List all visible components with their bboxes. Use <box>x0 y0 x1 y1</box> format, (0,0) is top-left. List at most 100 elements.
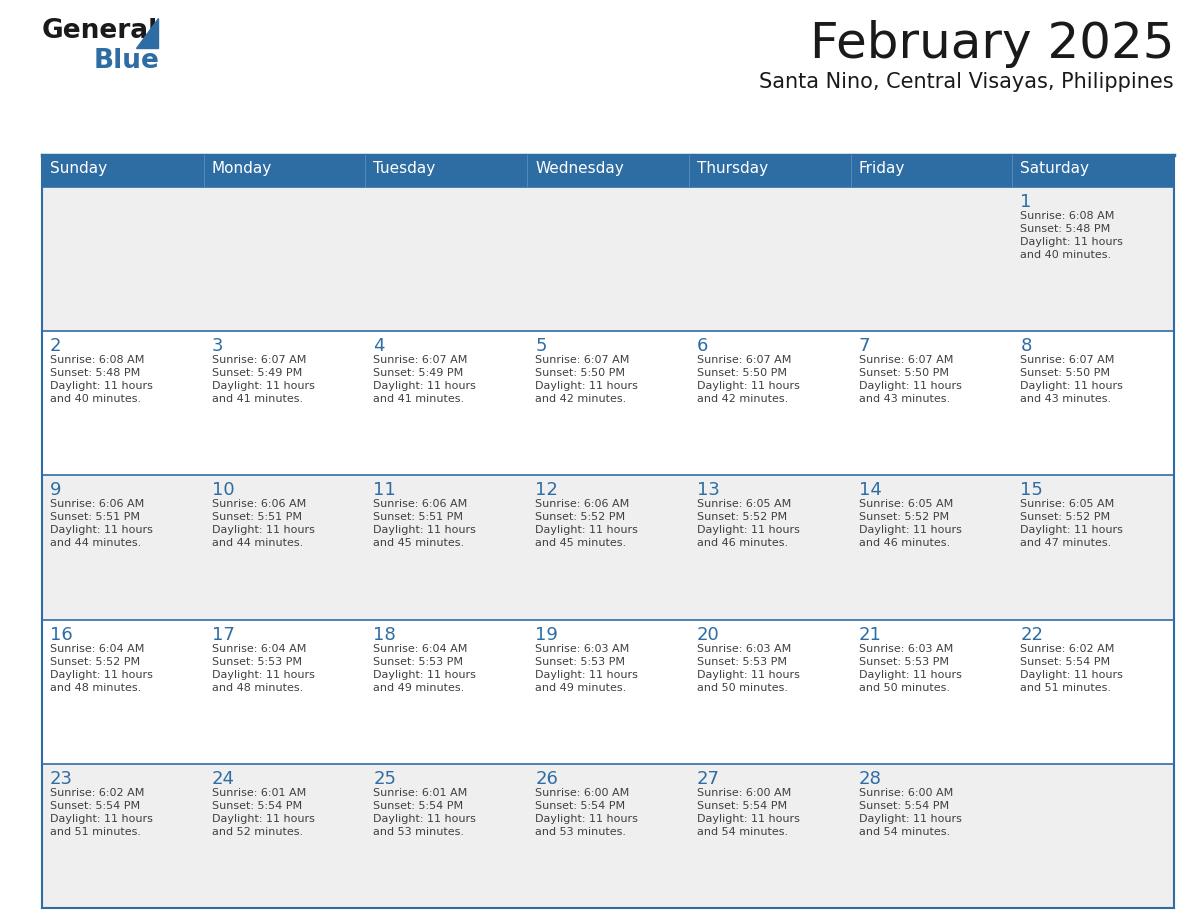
Text: 7: 7 <box>859 337 870 355</box>
Text: Daylight: 11 hours: Daylight: 11 hours <box>1020 237 1123 247</box>
Text: Daylight: 11 hours: Daylight: 11 hours <box>859 813 961 823</box>
Text: Friday: Friday <box>859 161 905 176</box>
Text: Sunset: 5:50 PM: Sunset: 5:50 PM <box>697 368 786 378</box>
Text: Sunrise: 6:06 AM: Sunrise: 6:06 AM <box>211 499 307 509</box>
Text: Daylight: 11 hours: Daylight: 11 hours <box>50 381 153 391</box>
Text: 28: 28 <box>859 770 881 788</box>
Bar <box>42 764 1174 908</box>
Text: Daylight: 11 hours: Daylight: 11 hours <box>211 525 315 535</box>
Text: Saturday: Saturday <box>1020 161 1089 176</box>
Text: and 45 minutes.: and 45 minutes. <box>373 538 465 548</box>
Text: Sunset: 5:51 PM: Sunset: 5:51 PM <box>50 512 140 522</box>
Text: and 45 minutes.: and 45 minutes. <box>535 538 626 548</box>
Text: Daylight: 11 hours: Daylight: 11 hours <box>1020 669 1123 679</box>
Text: and 40 minutes.: and 40 minutes. <box>1020 250 1112 260</box>
Text: Daylight: 11 hours: Daylight: 11 hours <box>373 525 476 535</box>
Text: and 50 minutes.: and 50 minutes. <box>697 683 788 692</box>
Text: Monday: Monday <box>211 161 272 176</box>
Text: Sunset: 5:54 PM: Sunset: 5:54 PM <box>211 800 302 811</box>
Text: General: General <box>42 18 158 44</box>
Text: Sunrise: 6:07 AM: Sunrise: 6:07 AM <box>859 355 953 365</box>
Polygon shape <box>135 18 158 48</box>
Text: Sunset: 5:54 PM: Sunset: 5:54 PM <box>50 800 140 811</box>
Text: Sunrise: 6:01 AM: Sunrise: 6:01 AM <box>211 788 307 798</box>
Text: Daylight: 11 hours: Daylight: 11 hours <box>211 381 315 391</box>
Text: and 41 minutes.: and 41 minutes. <box>373 394 465 404</box>
Text: Sunset: 5:49 PM: Sunset: 5:49 PM <box>373 368 463 378</box>
Text: Sunrise: 6:08 AM: Sunrise: 6:08 AM <box>1020 211 1114 221</box>
Text: Sunrise: 6:07 AM: Sunrise: 6:07 AM <box>211 355 307 365</box>
Text: Sunrise: 6:00 AM: Sunrise: 6:00 AM <box>697 788 791 798</box>
Text: Sunrise: 6:01 AM: Sunrise: 6:01 AM <box>373 788 468 798</box>
Text: Sunset: 5:54 PM: Sunset: 5:54 PM <box>1020 656 1111 666</box>
Text: Daylight: 11 hours: Daylight: 11 hours <box>859 525 961 535</box>
Text: 25: 25 <box>373 770 397 788</box>
Text: Sunset: 5:53 PM: Sunset: 5:53 PM <box>373 656 463 666</box>
Text: 18: 18 <box>373 625 396 644</box>
Text: 15: 15 <box>1020 481 1043 499</box>
Text: Sunset: 5:52 PM: Sunset: 5:52 PM <box>535 512 625 522</box>
Text: Sunrise: 6:04 AM: Sunrise: 6:04 AM <box>50 644 145 654</box>
Text: and 42 minutes.: and 42 minutes. <box>697 394 788 404</box>
Text: Santa Nino, Central Visayas, Philippines: Santa Nino, Central Visayas, Philippines <box>759 72 1174 92</box>
Text: February 2025: February 2025 <box>809 20 1174 68</box>
Text: Sunset: 5:53 PM: Sunset: 5:53 PM <box>535 656 625 666</box>
Text: Sunset: 5:52 PM: Sunset: 5:52 PM <box>859 512 949 522</box>
Text: Sunrise: 6:00 AM: Sunrise: 6:00 AM <box>859 788 953 798</box>
Text: Daylight: 11 hours: Daylight: 11 hours <box>697 669 800 679</box>
Text: 9: 9 <box>50 481 62 499</box>
Text: Sunset: 5:53 PM: Sunset: 5:53 PM <box>211 656 302 666</box>
Text: Sunrise: 6:07 AM: Sunrise: 6:07 AM <box>1020 355 1114 365</box>
Text: 23: 23 <box>50 770 72 788</box>
Text: and 46 minutes.: and 46 minutes. <box>859 538 949 548</box>
Text: 27: 27 <box>697 770 720 788</box>
Text: and 54 minutes.: and 54 minutes. <box>697 827 788 837</box>
Text: Sunset: 5:50 PM: Sunset: 5:50 PM <box>535 368 625 378</box>
Text: and 53 minutes.: and 53 minutes. <box>535 827 626 837</box>
Text: and 44 minutes.: and 44 minutes. <box>211 538 303 548</box>
Text: Daylight: 11 hours: Daylight: 11 hours <box>211 813 315 823</box>
Text: and 44 minutes.: and 44 minutes. <box>50 538 141 548</box>
Text: 2: 2 <box>50 337 62 355</box>
Text: Daylight: 11 hours: Daylight: 11 hours <box>50 813 153 823</box>
Text: Sunrise: 6:03 AM: Sunrise: 6:03 AM <box>697 644 791 654</box>
Text: 11: 11 <box>373 481 396 499</box>
Text: and 52 minutes.: and 52 minutes. <box>211 827 303 837</box>
Text: 6: 6 <box>697 337 708 355</box>
Text: Sunrise: 6:04 AM: Sunrise: 6:04 AM <box>211 644 307 654</box>
Text: and 53 minutes.: and 53 minutes. <box>373 827 465 837</box>
Text: Daylight: 11 hours: Daylight: 11 hours <box>1020 381 1123 391</box>
Text: Sunrise: 6:07 AM: Sunrise: 6:07 AM <box>697 355 791 365</box>
Text: Daylight: 11 hours: Daylight: 11 hours <box>50 669 153 679</box>
Text: Sunrise: 6:08 AM: Sunrise: 6:08 AM <box>50 355 145 365</box>
Text: Sunset: 5:53 PM: Sunset: 5:53 PM <box>697 656 786 666</box>
Text: Daylight: 11 hours: Daylight: 11 hours <box>373 381 476 391</box>
Text: Sunset: 5:49 PM: Sunset: 5:49 PM <box>211 368 302 378</box>
Text: Sunrise: 6:05 AM: Sunrise: 6:05 AM <box>1020 499 1114 509</box>
Text: Sunset: 5:51 PM: Sunset: 5:51 PM <box>211 512 302 522</box>
Text: Sunset: 5:50 PM: Sunset: 5:50 PM <box>859 368 948 378</box>
Text: Daylight: 11 hours: Daylight: 11 hours <box>535 525 638 535</box>
Text: Sunrise: 6:06 AM: Sunrise: 6:06 AM <box>535 499 630 509</box>
Text: 22: 22 <box>1020 625 1043 644</box>
Bar <box>42 620 1174 764</box>
Text: 16: 16 <box>50 625 72 644</box>
Text: Sunrise: 6:06 AM: Sunrise: 6:06 AM <box>50 499 144 509</box>
Text: 12: 12 <box>535 481 558 499</box>
Text: Sunset: 5:54 PM: Sunset: 5:54 PM <box>535 800 625 811</box>
Text: Sunrise: 6:05 AM: Sunrise: 6:05 AM <box>697 499 791 509</box>
Text: Daylight: 11 hours: Daylight: 11 hours <box>373 813 476 823</box>
Text: Sunrise: 6:00 AM: Sunrise: 6:00 AM <box>535 788 630 798</box>
Text: Sunset: 5:51 PM: Sunset: 5:51 PM <box>373 512 463 522</box>
Text: and 48 minutes.: and 48 minutes. <box>211 683 303 692</box>
Text: Daylight: 11 hours: Daylight: 11 hours <box>535 669 638 679</box>
Text: 26: 26 <box>535 770 558 788</box>
Text: 8: 8 <box>1020 337 1031 355</box>
Text: 24: 24 <box>211 770 235 788</box>
Text: Sunset: 5:52 PM: Sunset: 5:52 PM <box>50 656 140 666</box>
Text: Daylight: 11 hours: Daylight: 11 hours <box>211 669 315 679</box>
Text: and 47 minutes.: and 47 minutes. <box>1020 538 1112 548</box>
Text: Sunset: 5:48 PM: Sunset: 5:48 PM <box>1020 224 1111 234</box>
Text: 13: 13 <box>697 481 720 499</box>
Text: and 43 minutes.: and 43 minutes. <box>859 394 949 404</box>
